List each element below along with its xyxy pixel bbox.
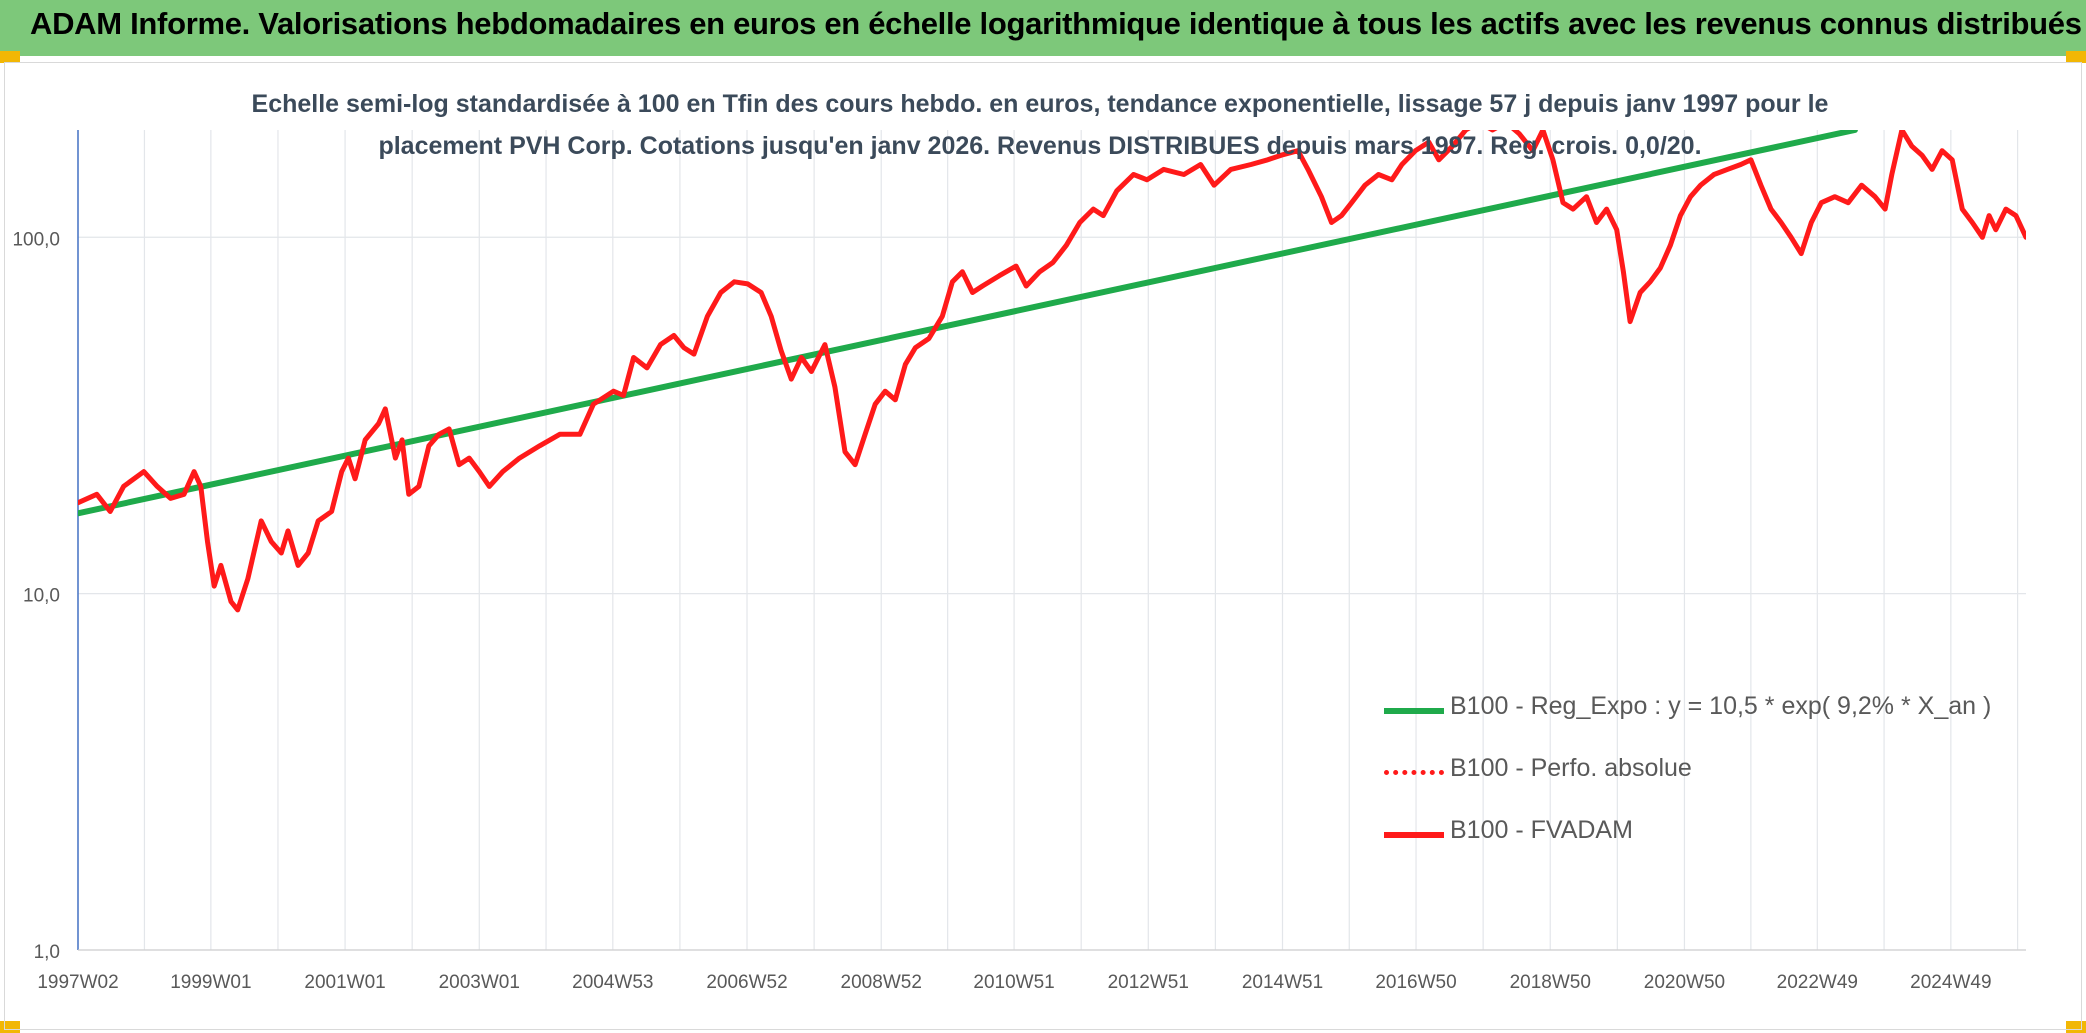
x-tick-label: 2003W01: [439, 972, 520, 993]
legend-label-fvadam: B100 - FVADAM: [1450, 816, 1633, 844]
x-tick-label: 2012W51: [1108, 972, 1189, 993]
header-banner: ADAM Informe. Valorisations hebdomadaire…: [0, 0, 2086, 56]
corner-marker-top-left: [0, 51, 20, 63]
legend-label-reg-expo: B100 - Reg_Expo : y = 10,5 * exp( 9,2% *…: [1450, 692, 1992, 720]
corner-marker-top-right: [2066, 51, 2086, 63]
x-tick-label: 2010W51: [973, 972, 1054, 993]
x-tick-label: 2022W49: [1777, 972, 1858, 993]
plot-border: [4, 62, 2082, 1030]
x-tick-label: 2018W50: [1510, 972, 1591, 993]
legend-swatch-reg-expo: [1384, 708, 1444, 714]
x-tick-label: 2008W52: [841, 972, 922, 993]
x-tick-label: 2016W50: [1375, 972, 1456, 993]
x-tick-label: 2024W49: [1910, 972, 1991, 993]
legend-swatch-fvadam: [1384, 832, 1444, 838]
series-group: [78, 130, 2026, 613]
x-tick-label: 2004W53: [572, 972, 653, 993]
y-tick-label: 1,0: [34, 942, 60, 963]
y-tick-label: 100,0: [12, 229, 60, 250]
tick-labels: 1,0 10,0 100,0 1997W02 1999W01 2001W01 2003W01…: [12, 229, 1991, 993]
page-title: ADAM Informe. Valorisations hebdomadaire…: [30, 6, 2082, 41]
chart-title-line-1: Echelle semi-log standardisée à 100 en T…: [251, 90, 1829, 118]
x-tick-label: 2014W51: [1242, 972, 1323, 993]
x-tick-label: 1997W02: [37, 972, 118, 993]
legend-swatch-perfo-absolue: [1384, 770, 1444, 775]
legend-label-perfo-absolue: B100 - Perfo. absolue: [1450, 754, 1692, 782]
x-tick-label: 1999W01: [170, 972, 251, 993]
corner-marker-bottom-left: [0, 1021, 20, 1033]
axes: [77, 130, 2026, 951]
y-tick-label: 10,0: [23, 586, 60, 607]
x-tick-label: 2001W01: [304, 972, 385, 993]
x-tick-label: 2020W50: [1644, 972, 1725, 993]
series-line-2: [78, 130, 2026, 613]
chart-title-line-2: placement PVH Corp. Cotations jusqu'en j…: [378, 132, 1702, 160]
x-tick-label: 2006W52: [706, 972, 787, 993]
grid: [77, 130, 2026, 951]
